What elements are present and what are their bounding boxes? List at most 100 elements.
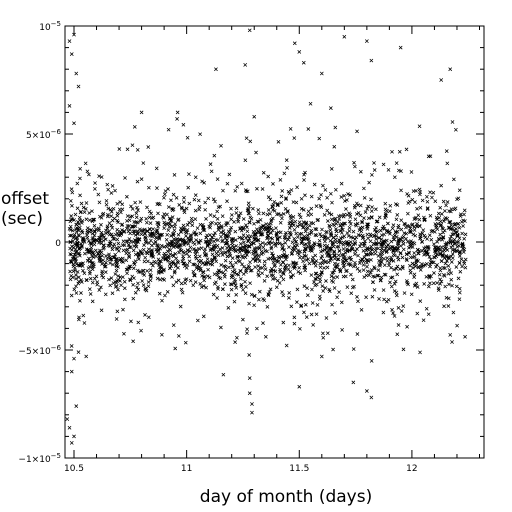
y-tick-label: −1×10−5 [18,452,61,465]
data-point [260,266,265,270]
data-point [324,316,329,320]
data-point [271,181,275,186]
data-point [204,235,209,240]
data-point [360,257,365,262]
data-point [111,206,116,211]
data-point [241,233,246,238]
data-point [256,237,261,242]
data-point [195,226,200,231]
data-point [94,227,98,232]
data-point [291,273,296,277]
data-point [155,220,160,225]
data-point [432,271,436,275]
data-point [450,252,455,256]
data-point [319,249,323,254]
data-point [279,200,284,205]
data-point [385,228,390,233]
data-point [133,259,138,264]
data-point [179,287,184,292]
data-point [392,267,396,272]
data-point [210,257,215,262]
data-point [156,221,161,225]
data-point [134,215,139,220]
data-point [401,239,406,244]
data-point [245,229,250,234]
data-point [182,243,186,247]
data-point [104,254,108,258]
data-point [99,175,104,179]
data-point [183,340,188,345]
data-point [449,227,453,231]
data-point [349,272,353,277]
data-point [235,184,240,189]
data-point [393,230,398,235]
data-point [238,211,243,216]
data-point [125,214,130,218]
data-point [90,299,95,304]
data-point [359,307,364,312]
data-point [395,332,400,337]
data-point [174,195,179,200]
data-point [438,268,443,273]
data-point [157,259,162,264]
data-point [299,196,304,201]
data-point [448,220,453,225]
data-point [74,230,79,234]
data-point [246,211,251,216]
data-point [399,169,403,174]
data-point [109,214,114,219]
data-point [309,312,314,317]
data-point [303,302,308,307]
data-point [438,219,443,224]
data-point [204,252,208,257]
data-point [109,232,114,237]
data-point [449,271,453,276]
data-point [393,279,398,284]
data-point [265,212,270,217]
data-point [69,217,73,222]
data-point [405,280,410,285]
data-point [383,213,388,218]
data-point [447,268,452,272]
data-point [124,267,129,272]
data-point [376,246,381,251]
y-tick-label: 10−5 [39,20,61,33]
data-point [408,270,413,275]
data-point [365,269,370,274]
data-point [447,226,451,231]
data-point [447,220,451,224]
data-point [418,350,422,355]
data-point [202,275,207,279]
data-point [232,299,237,304]
data-point [170,253,175,258]
data-point [350,247,355,252]
data-point [382,272,387,277]
data-point [457,260,462,265]
data-point [219,143,223,148]
data-point [349,245,354,249]
data-point [140,279,145,283]
data-point [272,264,277,268]
data-point [246,201,251,206]
data-point [245,327,249,332]
data-point [356,211,361,215]
data-point [92,252,97,257]
data-point [391,249,395,254]
data-point [172,228,177,233]
data-point [278,178,283,182]
data-point [412,251,417,255]
y-axis-title-line1: offset [1,189,49,209]
data-point [132,231,136,236]
data-point [314,204,319,209]
data-point [248,234,253,239]
data-point [374,225,378,230]
data-point [385,256,390,260]
data-point [67,425,72,430]
data-point [191,269,196,274]
data-point [75,241,80,245]
data-point [416,213,421,218]
data-point [178,304,183,309]
data-point [412,272,417,277]
data-point [194,232,199,237]
